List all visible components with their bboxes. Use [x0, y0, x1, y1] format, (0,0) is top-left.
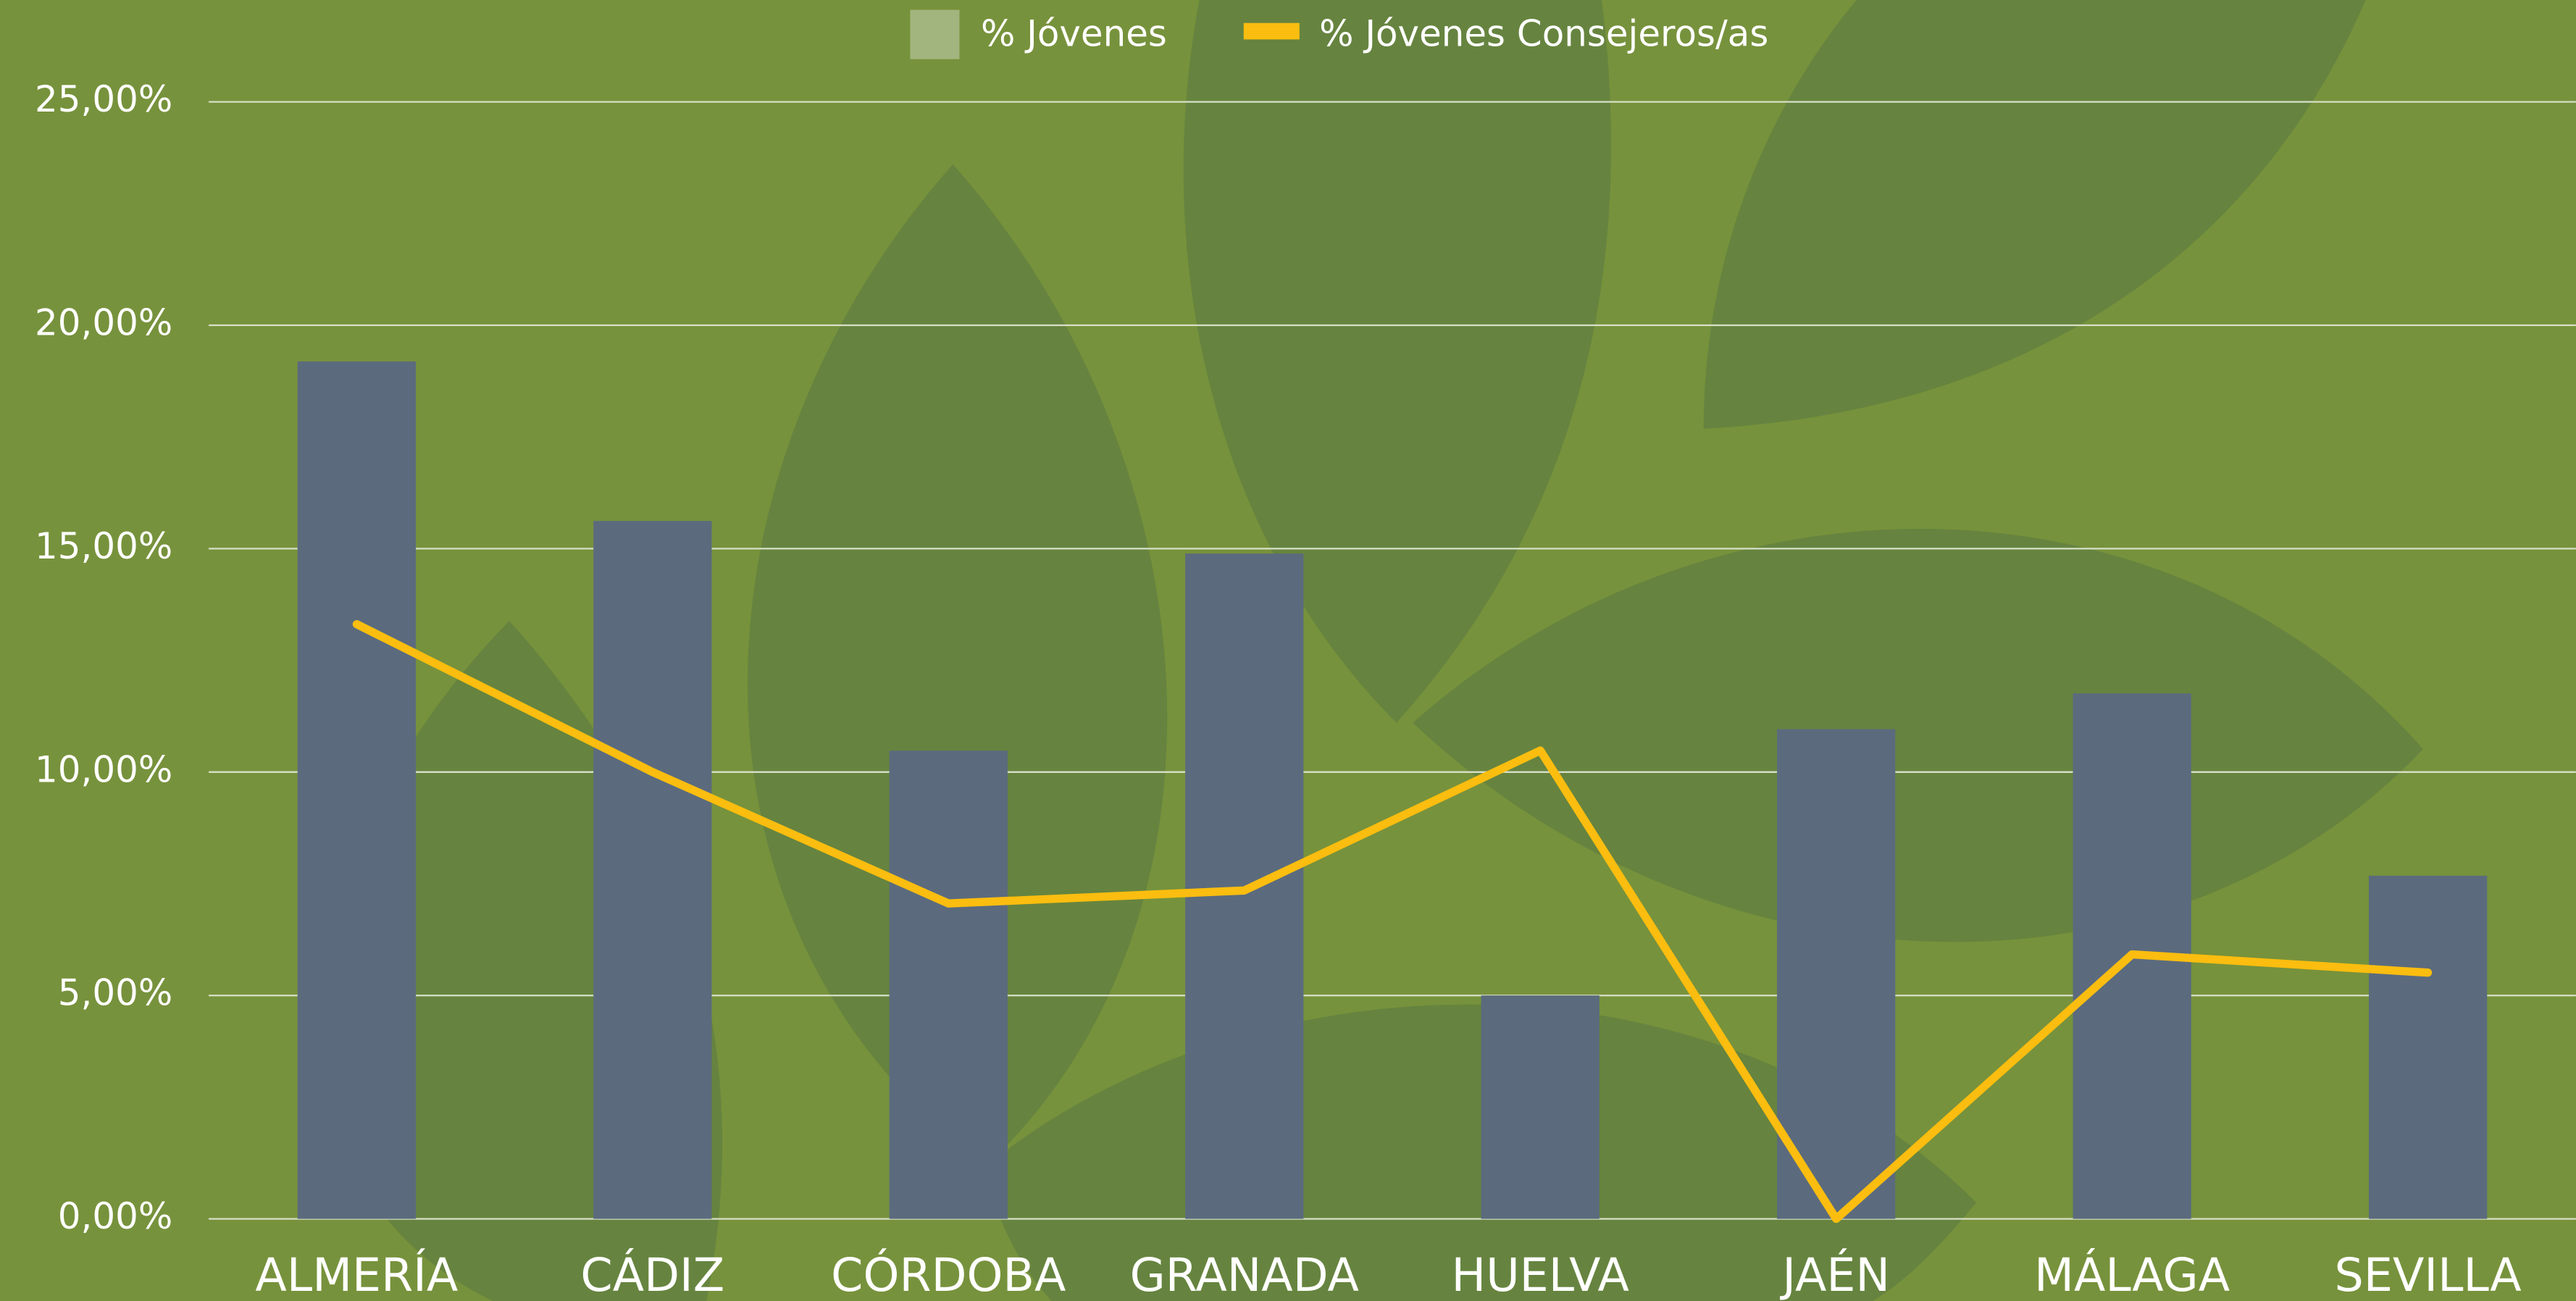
y-tick-label: 0,00%	[58, 1195, 172, 1237]
x-tick-label: SEVILLA	[2335, 1248, 2522, 1301]
bar	[1777, 729, 1895, 1219]
y-tick-label: 25,00%	[35, 78, 172, 120]
page: 0,00% 5,00% 10,00% 15,00% 20,00% 25,00% ALMERÍ…	[0, 0, 2576, 1301]
y-tick-label: 20,00%	[35, 302, 172, 344]
bar	[2369, 876, 2487, 1219]
legend-label: % Jóvenes Consejeros/as	[1319, 12, 1768, 54]
legend: % Jóvenes % Jóvenes Consejeros/as	[910, 10, 1768, 59]
x-tick-label: CÁDIZ	[580, 1247, 724, 1301]
legend-swatch	[1244, 23, 1300, 40]
bar	[593, 521, 711, 1218]
bar	[1481, 995, 1599, 1218]
x-tick-label: ALMERÍA	[255, 1247, 458, 1301]
legend-label: % Jóvenes	[981, 12, 1167, 54]
y-tick-label: 15,00%	[35, 525, 172, 567]
bar	[890, 750, 1008, 1218]
y-tick-label: 5,00%	[58, 972, 172, 1014]
bar	[298, 361, 416, 1219]
x-tick-label: JAÉN	[1779, 1247, 1890, 1301]
x-tick-label: MÁLAGA	[2034, 1247, 2230, 1301]
y-tick-label: 10,00%	[35, 748, 172, 790]
legend-swatch	[910, 10, 959, 59]
x-tick-label: HUELVA	[1451, 1248, 1629, 1301]
chart: 0,00% 5,00% 10,00% 15,00% 20,00% 25,00% ALMERÍ…	[0, 0, 2576, 1301]
x-tick-label: GRANADA	[1130, 1248, 1359, 1301]
x-tick-label: CÓRDOBA	[831, 1247, 1066, 1301]
